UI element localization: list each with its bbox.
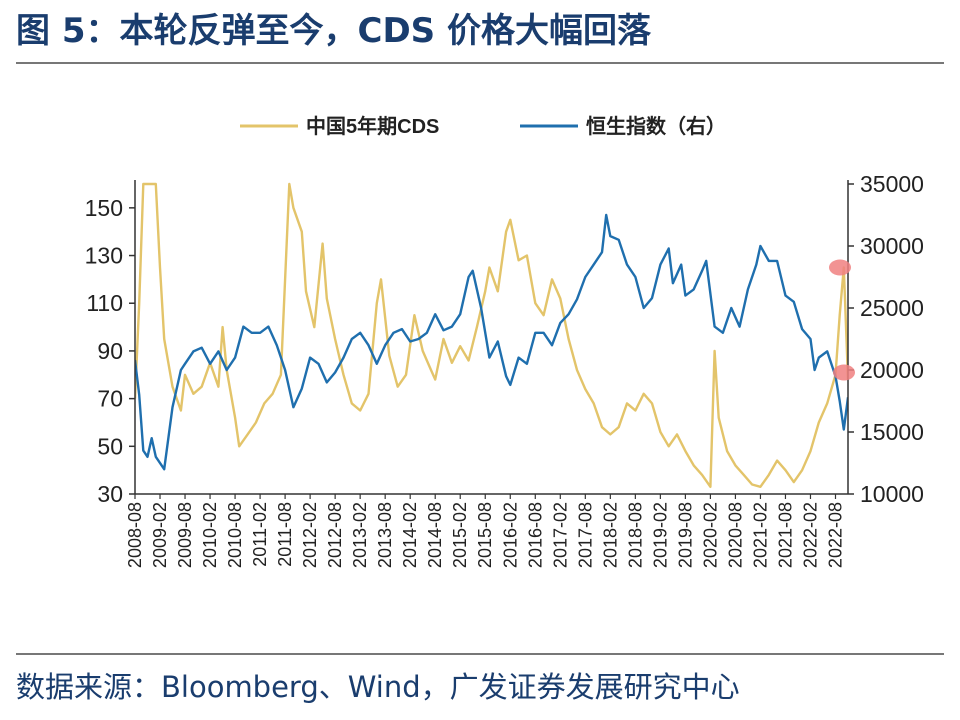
x-tick-label: 2008-08 bbox=[125, 502, 145, 568]
x-tick-label: 2013-08 bbox=[375, 502, 395, 568]
chart-title: 图 5：本轮反弹至今，CDS 价格大幅回落 bbox=[16, 11, 651, 51]
source-note: 数据来源：Bloomberg、Wind，广发证券发展研究中心 bbox=[16, 670, 740, 704]
x-tick-label: 2022-08 bbox=[826, 502, 846, 568]
x-tick-label: 2011-08 bbox=[275, 502, 295, 567]
x-tick-label: 2013-02 bbox=[350, 502, 370, 568]
x-tick-label: 2021-02 bbox=[750, 502, 770, 568]
left-tick-label: 150 bbox=[85, 195, 123, 221]
x-tick-label: 2022-02 bbox=[801, 502, 821, 568]
right-tick-label: 10000 bbox=[860, 481, 924, 507]
x-tick-label: 2011-02 bbox=[250, 502, 270, 567]
x-tick-label: 2020-08 bbox=[725, 502, 745, 568]
legend-label-hsi: 恒生指数（右） bbox=[586, 114, 726, 138]
left-tick-label: 50 bbox=[97, 433, 123, 459]
left-tick-label: 70 bbox=[97, 386, 123, 412]
x-tick-label: 2017-08 bbox=[575, 502, 595, 568]
x-tick-label: 2009-08 bbox=[175, 502, 195, 568]
series-line-hsi bbox=[135, 213, 848, 471]
series-line-cds bbox=[135, 182, 848, 488]
x-tick-label: 2018-02 bbox=[600, 502, 620, 568]
x-tick-label: 2019-02 bbox=[650, 502, 670, 568]
title-divider bbox=[16, 62, 944, 64]
highlight-marker-cds bbox=[829, 259, 851, 276]
left-tick-label: 130 bbox=[85, 243, 123, 269]
x-tick-label: 2015-02 bbox=[450, 502, 470, 568]
x-tick-label: 2010-02 bbox=[200, 502, 220, 568]
highlight-marker-hsi bbox=[833, 364, 855, 381]
x-tick-label: 2018-08 bbox=[625, 502, 645, 568]
x-tick-label: 2014-02 bbox=[400, 502, 420, 568]
x-tick-label: 2016-08 bbox=[525, 502, 545, 568]
right-tick-label: 25000 bbox=[860, 295, 924, 321]
right-tick-label: 15000 bbox=[860, 419, 924, 445]
x-tick-label: 2019-08 bbox=[675, 502, 695, 568]
left-tick-label: 90 bbox=[97, 338, 123, 364]
x-tick-label: 2014-08 bbox=[425, 502, 445, 568]
right-tick-label: 30000 bbox=[860, 233, 924, 259]
dual-axis-line-chart: 中国5年期CDS 恒生指数（右） 30 50 70 90 110 130 150 10000 150… bbox=[85, 114, 924, 568]
x-tick-label: 2017-02 bbox=[550, 502, 570, 568]
x-tick-label: 2020-02 bbox=[700, 502, 720, 568]
x-tick-label: 2009-02 bbox=[150, 502, 170, 568]
right-tick-label: 20000 bbox=[860, 357, 924, 383]
source-divider bbox=[16, 653, 944, 655]
x-tick-label: 2010-08 bbox=[225, 502, 245, 568]
left-tick-label: 110 bbox=[86, 290, 123, 316]
chart-area: 中国5年期CDS 恒生指数（右） 30 50 70 90 110 130 150 10000 150… bbox=[0, 70, 960, 650]
right-tick-label: 35000 bbox=[860, 171, 924, 197]
x-tick-label: 2012-02 bbox=[300, 502, 320, 568]
legend-label-cds: 中国5年期CDS bbox=[306, 114, 439, 138]
x-tick-label: 2016-02 bbox=[500, 502, 520, 568]
x-tick-label: 2015-08 bbox=[475, 502, 495, 568]
left-tick-label: 30 bbox=[97, 481, 123, 507]
x-tick-label: 2012-08 bbox=[325, 502, 345, 568]
x-tick-label: 2021-08 bbox=[776, 502, 796, 568]
